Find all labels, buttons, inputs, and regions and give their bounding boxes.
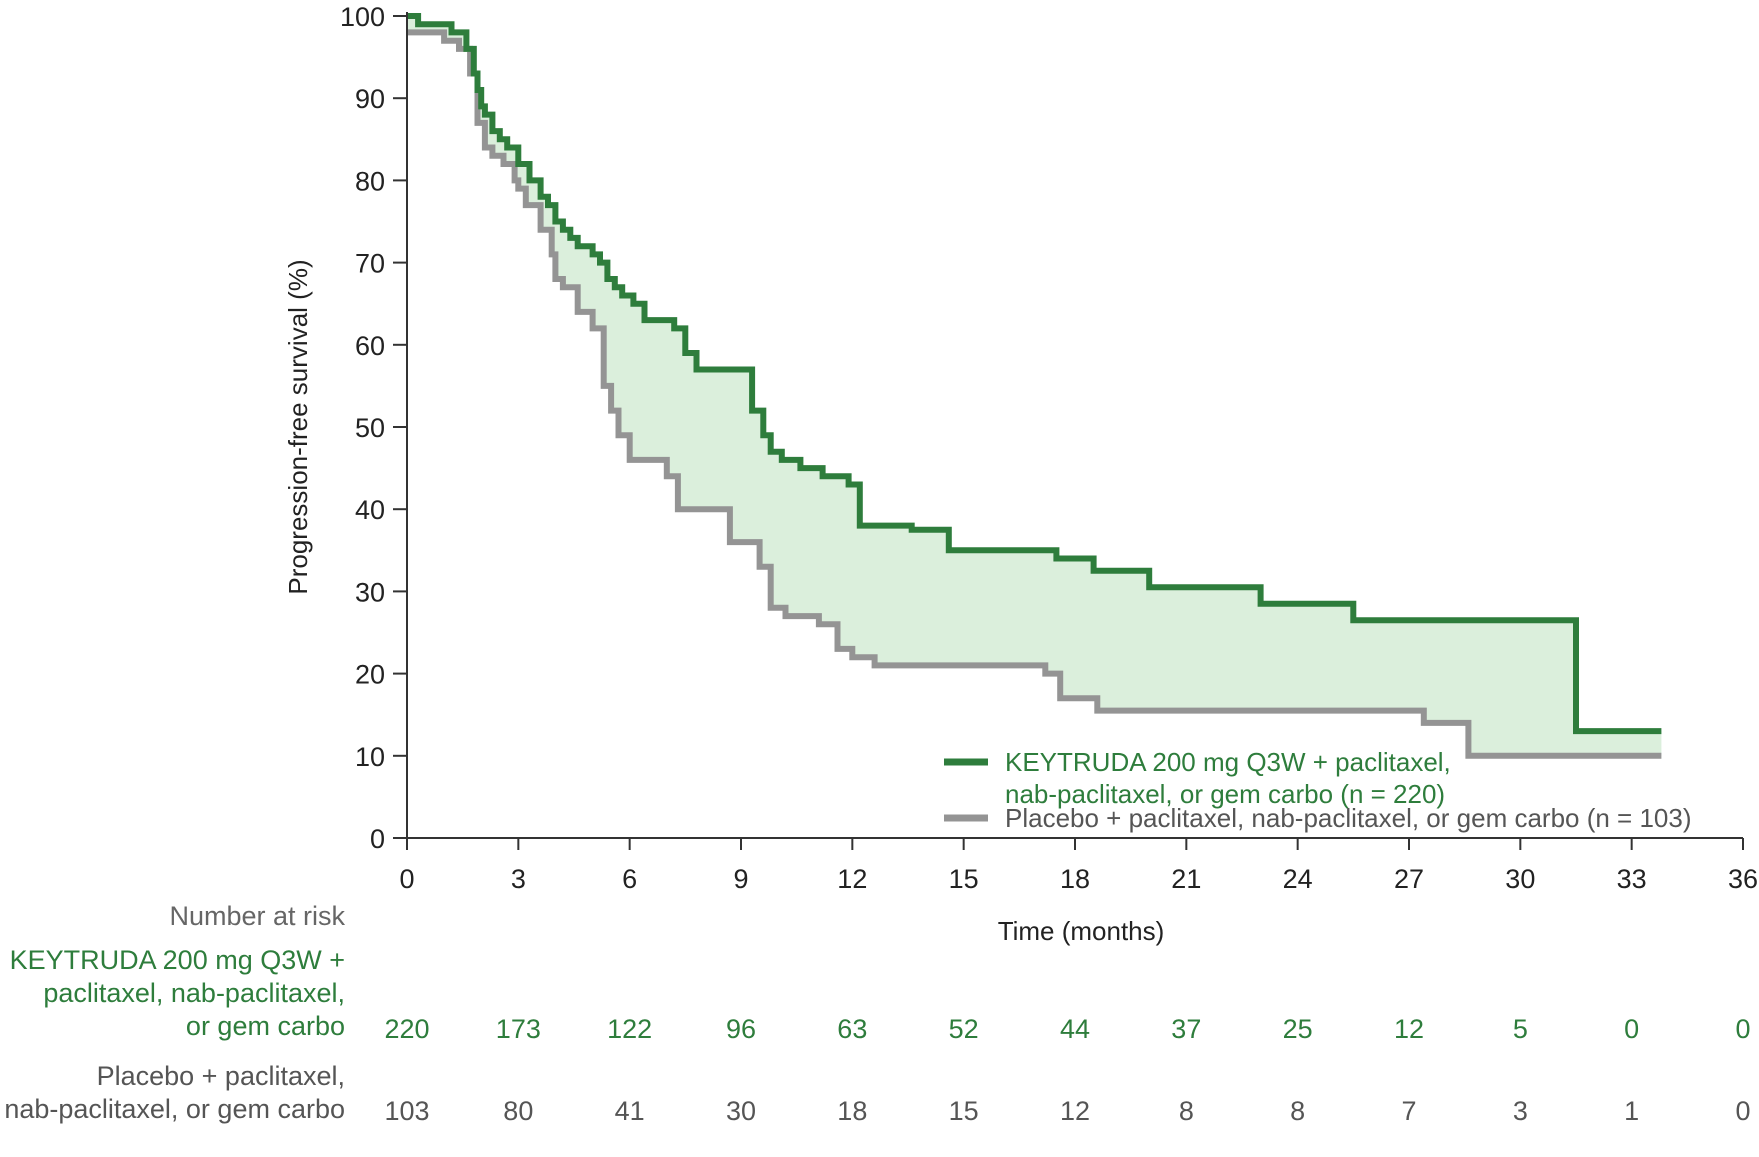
survival-curves <box>407 13 1662 759</box>
placebo-curve <box>407 29 1662 759</box>
risk-value: 122 <box>607 1014 652 1044</box>
y-tick-label: 50 <box>355 413 385 443</box>
risk-value: 3 <box>1513 1096 1528 1126</box>
risk-value: 41 <box>615 1096 645 1126</box>
survival-difference-area <box>407 16 1662 756</box>
risk-value: 30 <box>726 1096 756 1126</box>
risk-value: 8 <box>1179 1096 1194 1126</box>
x-tick-label: 6 <box>622 864 637 894</box>
keytruda-curve <box>407 13 1662 735</box>
risk-value: 25 <box>1283 1014 1313 1044</box>
risk-value: 1 <box>1624 1096 1639 1126</box>
risk-value: 173 <box>496 1014 541 1044</box>
x-axis-title: Time (months) <box>998 916 1165 946</box>
y-tick-label: 100 <box>340 2 385 32</box>
risk-value: 0 <box>1624 1014 1639 1044</box>
risk-row-label: paclitaxel, nab-paclitaxel, <box>43 978 345 1008</box>
y-tick-label: 80 <box>355 166 385 196</box>
x-tick-label: 27 <box>1394 864 1424 894</box>
risk-row-label: KEYTRUDA 200 mg Q3W + <box>10 945 345 975</box>
y-tick-label: 70 <box>355 249 385 279</box>
x-tick-label: 15 <box>949 864 979 894</box>
x-tick-label: 21 <box>1171 864 1201 894</box>
x-tick-label: 12 <box>837 864 867 894</box>
x-tick-label: 9 <box>733 864 748 894</box>
risk-value: 12 <box>1394 1014 1424 1044</box>
x-tick-label: 30 <box>1505 864 1535 894</box>
risk-value: 0 <box>1735 1014 1750 1044</box>
risk-row-label: nab-paclitaxel, or gem carbo <box>4 1094 345 1124</box>
risk-value: 80 <box>503 1096 533 1126</box>
risk-value: 52 <box>949 1014 979 1044</box>
risk-value: 12 <box>1060 1096 1090 1126</box>
risk-value: 44 <box>1060 1014 1090 1044</box>
y-axis-title: Progression-free survival (%) <box>283 259 313 594</box>
risk-value: 8 <box>1290 1096 1305 1126</box>
risk-value: 96 <box>726 1014 756 1044</box>
risk-value: 63 <box>837 1014 867 1044</box>
y-tick-label: 20 <box>355 660 385 690</box>
y-tick-label: 60 <box>355 331 385 361</box>
risk-value: 7 <box>1401 1096 1416 1126</box>
risk-value: 103 <box>384 1096 429 1126</box>
risk-row-label: or gem carbo <box>186 1011 345 1041</box>
legend-label-keytruda: nab-paclitaxel, or gem carbo (n = 220) <box>1005 779 1445 809</box>
x-tick-label: 24 <box>1283 864 1313 894</box>
x-tick-label: 0 <box>399 864 414 894</box>
y-tick-label: 40 <box>355 495 385 525</box>
risk-value: 0 <box>1735 1096 1750 1126</box>
number-at-risk-table: Number at risk KEYTRUDA 200 mg Q3W +pacli… <box>4 901 1750 1126</box>
risk-value: 37 <box>1171 1014 1201 1044</box>
x-tick-label: 33 <box>1617 864 1647 894</box>
y-tick-label: 0 <box>370 824 385 854</box>
y-tick-label: 30 <box>355 577 385 607</box>
risk-value: 18 <box>837 1096 867 1126</box>
difference-fill <box>407 16 1662 756</box>
x-tick-label: 36 <box>1728 864 1758 894</box>
x-tick-label: 18 <box>1060 864 1090 894</box>
risk-value: 5 <box>1513 1014 1528 1044</box>
risk-row-label: Placebo + paclitaxel, <box>97 1061 345 1091</box>
legend: KEYTRUDA 200 mg Q3W + paclitaxel,nab-pac… <box>944 747 1692 833</box>
risk-value: 220 <box>384 1014 429 1044</box>
legend-label-placebo: Placebo + paclitaxel, nab-paclitaxel, or… <box>1005 803 1692 833</box>
x-tick-label: 3 <box>511 864 526 894</box>
legend-label-keytruda: KEYTRUDA 200 mg Q3W + paclitaxel, <box>1005 747 1451 777</box>
y-tick-label: 90 <box>355 84 385 114</box>
risk-value: 15 <box>949 1096 979 1126</box>
risk-table-header: Number at risk <box>169 901 345 931</box>
y-tick-label: 10 <box>355 742 385 772</box>
